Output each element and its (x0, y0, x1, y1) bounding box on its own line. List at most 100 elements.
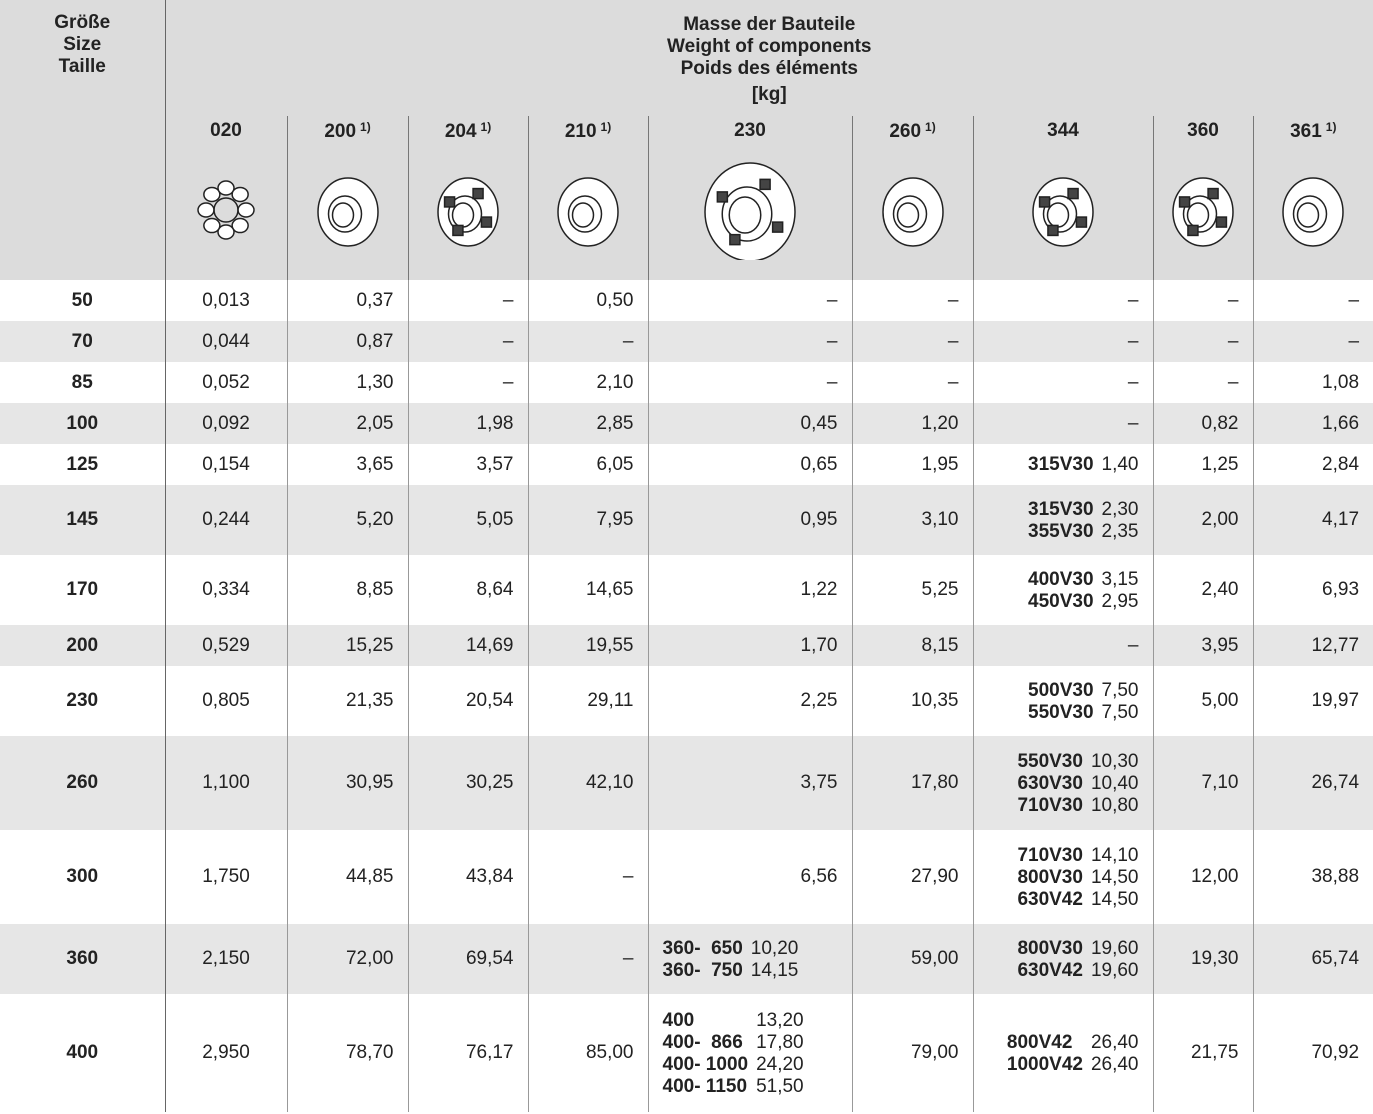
entry-value: 14,50 (1090, 888, 1139, 910)
value-cell: 0,37 (286, 280, 408, 321)
size-cell: 50 (0, 280, 166, 321)
size-label: Größe (54, 12, 111, 33)
table-row: 400 2,950 78,70 76,17 85,00 400 13,20 400- 866 1… (0, 994, 1373, 1112)
column-header: 200 1) (286, 116, 408, 146)
table-header: Größe Size Taille Masse der Bauteile Wei… (0, 0, 1373, 280)
value-cell: 400V30 3,15 450V30 2,95 (972, 555, 1153, 625)
value-cell: 6,93 (1252, 555, 1373, 625)
value-cell: 360- 650 10,20 360- 750 14,15 (647, 924, 852, 994)
value-cell: 42,10 (527, 736, 648, 830)
icon-cell (647, 146, 852, 280)
value-cell: 26,74 (1252, 736, 1373, 830)
value-cell: – (972, 321, 1153, 362)
value-cell: 0,154 (164, 444, 287, 485)
column-header: 260 1) (851, 116, 973, 146)
code-row: 020 200 1) 204 1) 210 1) 230 260 1) 344 360 361 1) (0, 116, 1373, 146)
value-cell: 1,98 (407, 403, 528, 444)
value-cell: – (851, 280, 973, 321)
icon-cell (527, 146, 648, 280)
value-cell: 38,88 (1252, 830, 1373, 924)
value-cell: 70,92 (1252, 994, 1373, 1112)
column-header: 361 1) (1252, 116, 1373, 146)
value-cell: 1,70 (647, 625, 852, 666)
column-code: 210 (564, 120, 597, 142)
title-line: Weight of components (667, 36, 872, 57)
component-icon (557, 177, 619, 247)
value-cell: – (972, 625, 1153, 666)
entry-value: 7,50 (1101, 679, 1139, 701)
value-cell: 76,17 (407, 994, 528, 1112)
footnote-mark: 1) (925, 119, 936, 134)
value-cell: 2,05 (286, 403, 408, 444)
value-cell: 1,100 (164, 736, 287, 830)
value-cell: 315V30 2,30 355V30 2,35 (972, 485, 1153, 555)
value-cell: – (407, 362, 528, 403)
entry-label: 800V42 (1006, 1031, 1073, 1053)
value-cell: 7,10 (1152, 736, 1253, 830)
table-row: 170 0,334 8,85 8,64 14,65 1,22 5,25 400V30 3,15 4… (0, 555, 1373, 625)
value-cell: – (647, 362, 852, 403)
value-cell: 2,950 (164, 994, 287, 1112)
entry-list: 710V30 14,10 800V30 14,50 630V42 14,50 (1017, 845, 1138, 911)
entry-value: 17,80 (756, 1031, 804, 1053)
value-cell: 8,15 (851, 625, 973, 666)
entry-label: 360- 650 (662, 937, 743, 959)
entry-list: 800V42 26,40 1000V42 26,40 (1007, 1032, 1139, 1076)
entry-value: 24,20 (756, 1053, 804, 1075)
value-cell: 12,00 (1152, 830, 1253, 924)
value-cell: 3,75 (647, 736, 852, 830)
entry-list: 400V30 3,15 450V30 2,95 (1028, 569, 1139, 613)
value-cell: 0,50 (527, 280, 648, 321)
icon-cell (1252, 146, 1373, 280)
component-icon (881, 177, 944, 247)
entry-list: 500V30 7,50 550V30 7,50 (1028, 680, 1139, 724)
entry-list: 315V30 1,40 (1028, 454, 1139, 476)
value-cell: 65,74 (1252, 924, 1373, 994)
value-cell: – (407, 321, 528, 362)
size-header: Größe Size Taille (0, 0, 166, 280)
table-row: 85 0,052 1,30–2,10– – – –1,08 (0, 362, 1373, 403)
title-line: Poids des éléments (680, 58, 858, 79)
table-row: 145 0,244 5,20 5,05 7,95 0,95 3,10 315V30 2,30 35… (0, 485, 1373, 555)
entry-label: 400 (662, 1009, 695, 1031)
footnote-mark: 1) (360, 119, 371, 134)
value-cell: 79,00 (851, 994, 973, 1112)
entry-value: 2,35 (1101, 520, 1139, 542)
table-row: 70 0,044 0,87– – – – – – – (0, 321, 1373, 362)
value-cell: 5,20 (286, 485, 408, 555)
entry-list: 315V30 2,30 355V30 2,35 (1028, 499, 1139, 543)
entry-list: 360- 650 10,20 360- 750 14,15 (663, 938, 799, 982)
icon-cell (851, 146, 973, 280)
value-cell: 6,56 (647, 830, 852, 924)
value-cell: 0,65 (647, 444, 852, 485)
entry-value: 19,60 (1090, 937, 1139, 959)
column-header: 210 1) (527, 116, 648, 146)
column-header: 230 (647, 116, 852, 146)
entry-value: 2,95 (1101, 590, 1139, 612)
value-cell: 2,10 (527, 362, 648, 403)
value-cell: – (972, 362, 1153, 403)
value-cell: – (1252, 280, 1373, 321)
entry-value: 14,15 (750, 959, 799, 981)
column-code: 020 (210, 120, 242, 141)
value-cell: 0,044 (164, 321, 287, 362)
value-cell: 21,75 (1152, 994, 1253, 1112)
value-cell: 30,95 (286, 736, 408, 830)
value-cell: 5,00 (1152, 666, 1253, 736)
component-icon (197, 180, 255, 240)
entry-value: 7,50 (1101, 701, 1139, 723)
value-cell: – (647, 321, 852, 362)
size-cell: 125 (0, 444, 166, 485)
size-cell: 85 (0, 362, 166, 403)
entry-label: 630V30 (1017, 772, 1083, 794)
value-cell: 400 13,20 400- 866 17,80 400- 1000 24,20 400- … (647, 994, 852, 1112)
value-cell: 2,25 (647, 666, 852, 736)
value-cell: – (527, 830, 648, 924)
value-cell: 4,17 (1252, 485, 1373, 555)
value-cell: 8,85 (286, 555, 408, 625)
component-icon (1032, 177, 1094, 247)
value-cell: 315V30 1,40 (972, 444, 1153, 485)
table-row: 230 0,805 21,35 20,54 29,11 2,25 10,35 500V30 7,… (0, 666, 1373, 736)
